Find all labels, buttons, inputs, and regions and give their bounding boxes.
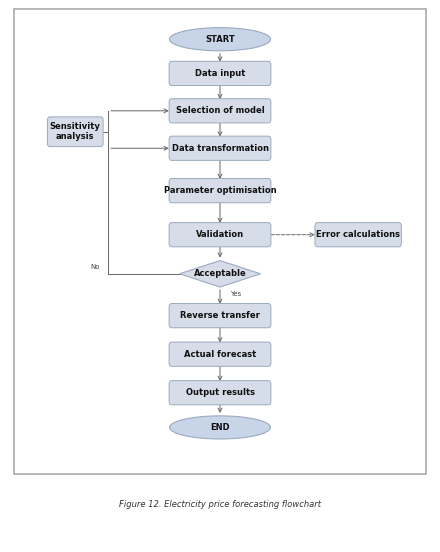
Ellipse shape [169, 28, 271, 51]
FancyBboxPatch shape [169, 222, 271, 247]
FancyBboxPatch shape [14, 9, 426, 474]
FancyBboxPatch shape [315, 222, 401, 247]
Text: START: START [205, 35, 235, 44]
Text: Actual forecast: Actual forecast [184, 349, 256, 359]
Text: Selection of model: Selection of model [176, 107, 264, 115]
Text: Output results: Output results [186, 388, 254, 397]
Text: Acceptable: Acceptable [194, 269, 246, 278]
Ellipse shape [169, 416, 271, 439]
FancyBboxPatch shape [169, 304, 271, 328]
Text: No: No [91, 264, 100, 270]
Text: Data input: Data input [195, 69, 245, 78]
Text: Data transformation: Data transformation [172, 144, 268, 153]
Text: Figure 12. Electricity price forecasting flowchart: Figure 12. Electricity price forecasting… [119, 500, 321, 509]
Text: Yes: Yes [230, 291, 241, 297]
FancyBboxPatch shape [169, 136, 271, 161]
FancyBboxPatch shape [169, 178, 271, 203]
FancyBboxPatch shape [169, 381, 271, 405]
Text: Sensitivity
analysis: Sensitivity analysis [50, 122, 101, 141]
Polygon shape [180, 261, 260, 287]
FancyBboxPatch shape [169, 61, 271, 86]
Text: Reverse transfer: Reverse transfer [180, 311, 260, 320]
Text: END: END [210, 423, 230, 432]
FancyBboxPatch shape [48, 117, 103, 147]
Text: Parameter optimisation: Parameter optimisation [164, 186, 276, 195]
FancyBboxPatch shape [169, 342, 271, 367]
Text: Error calculations: Error calculations [316, 230, 400, 239]
FancyBboxPatch shape [169, 99, 271, 123]
Text: Validation: Validation [196, 230, 244, 239]
